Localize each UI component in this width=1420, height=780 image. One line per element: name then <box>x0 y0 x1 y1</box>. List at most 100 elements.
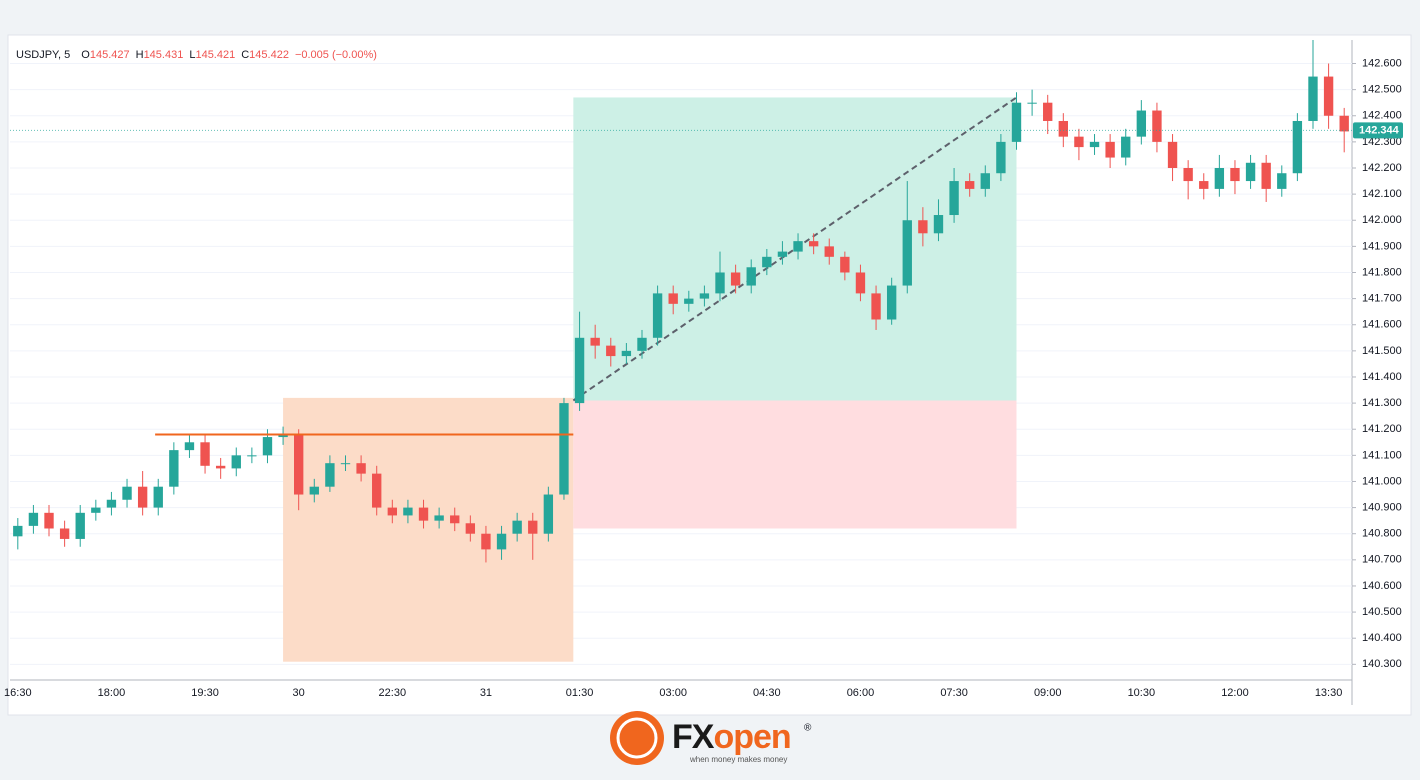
candle-body <box>528 520 538 534</box>
candle-body <box>637 337 647 351</box>
y-tick-label: 140.700 <box>1362 554 1402 566</box>
candle-body <box>996 141 1006 174</box>
candle-body <box>512 520 522 534</box>
y-tick-label: 141.300 <box>1362 397 1402 409</box>
candle-body <box>247 455 257 457</box>
candle-body <box>418 507 429 521</box>
x-tick-label: 01:30 <box>566 687 594 699</box>
candle-body <box>278 434 288 438</box>
y-tick-label: 142.300 <box>1362 136 1402 148</box>
candle-body <box>1308 76 1318 121</box>
candle-body <box>200 442 210 466</box>
candle-body <box>699 293 710 299</box>
candle-body <box>1230 168 1240 182</box>
candle-body <box>808 241 819 247</box>
candle-body <box>1074 136 1084 148</box>
candle-body <box>231 455 241 469</box>
registered-mark: ® <box>804 723 812 734</box>
candle-body <box>1245 162 1256 182</box>
y-tick-label: 141.400 <box>1362 371 1402 383</box>
candle-body <box>372 473 382 508</box>
y-tick-label: 140.600 <box>1362 580 1402 592</box>
candle-body <box>1011 102 1022 142</box>
candle-body <box>933 215 944 234</box>
ohlc-value: 145.427 <box>90 49 130 61</box>
y-tick-label: 141.600 <box>1362 319 1402 331</box>
x-tick-label: 30 <box>293 687 305 699</box>
candle-body <box>855 272 866 294</box>
candle-body <box>949 181 959 216</box>
candle-body <box>574 337 585 404</box>
candle-body <box>1089 141 1100 148</box>
x-tick-label: 09:00 <box>1034 687 1062 699</box>
ohlc-value: 145.431 <box>144 49 184 61</box>
candle-body <box>434 515 444 521</box>
x-tick-label: 04:30 <box>753 687 781 699</box>
y-tick-label: 141.500 <box>1362 345 1402 357</box>
candle-body <box>1261 162 1271 189</box>
y-tick-label: 140.300 <box>1362 658 1402 670</box>
x-tick-label: 12:00 <box>1221 687 1249 699</box>
candle-body <box>153 486 163 508</box>
x-tick-label: 31 <box>480 687 492 699</box>
y-tick-label: 142.200 <box>1362 162 1402 174</box>
candle-body <box>75 512 85 539</box>
x-tick-label: 16:30 <box>4 687 32 699</box>
candle-body <box>13 525 23 537</box>
candle-body <box>1323 76 1334 116</box>
candle-body <box>1167 141 1178 168</box>
ohlc-value: 145.422 <box>249 49 289 61</box>
last-price-tag <box>1353 122 1403 139</box>
candle-body <box>496 533 507 550</box>
candle-body <box>980 173 990 189</box>
ohlc-label: C <box>241 49 249 61</box>
candle-body <box>28 512 39 526</box>
candle-body <box>684 298 694 304</box>
candle-body <box>1277 173 1287 189</box>
candle-body <box>184 442 195 451</box>
candle-body <box>559 403 569 495</box>
candle-body <box>824 246 834 257</box>
candle-body <box>1058 120 1068 137</box>
ohlc-label: O <box>81 49 90 61</box>
ohlc-value: 145.421 <box>195 49 235 61</box>
last-price-label: 142.344 <box>1359 124 1400 136</box>
candle-body <box>481 533 491 550</box>
candle-body <box>1214 168 1225 189</box>
candle-body <box>215 465 226 469</box>
y-tick-label: 142.100 <box>1362 188 1402 200</box>
x-tick-label: 07:30 <box>940 687 968 699</box>
candle-body <box>44 512 54 529</box>
ohlc-label: H <box>136 49 144 61</box>
chart-header: USDJPY, 5 O145.427 H145.431 L145.421 C145.4… <box>16 49 377 61</box>
candle-body <box>746 267 756 286</box>
candle-body <box>777 251 788 257</box>
y-tick-label: 142.400 <box>1362 110 1402 122</box>
x-tick-label: 22:30 <box>379 687 407 699</box>
y-tick-label: 142.500 <box>1362 84 1402 96</box>
brand-open: open <box>713 718 790 756</box>
candle-body <box>91 507 101 513</box>
y-tick-label: 141.100 <box>1362 449 1402 461</box>
y-tick-label: 141.200 <box>1362 423 1402 435</box>
y-tick-label: 140.500 <box>1362 606 1402 618</box>
x-tick-label: 18:00 <box>98 687 126 699</box>
tagline: when money makes money <box>689 755 787 764</box>
candle-body <box>965 181 975 189</box>
candle-body <box>762 256 772 268</box>
candle-body <box>1027 102 1037 104</box>
candle-body <box>387 507 397 516</box>
candle-body <box>356 463 366 474</box>
candle-body <box>715 272 725 294</box>
symbol: USDJPY, 5 <box>16 49 70 61</box>
y-tick-label: 141.900 <box>1362 240 1402 252</box>
candle-body <box>403 507 413 516</box>
y-tick-label: 141.700 <box>1362 293 1402 305</box>
candle-body <box>1136 110 1147 137</box>
candle-body <box>309 486 319 495</box>
candle-body <box>1199 181 1209 189</box>
candle-body <box>1292 120 1303 174</box>
x-tick-label: 10:30 <box>1128 687 1156 699</box>
